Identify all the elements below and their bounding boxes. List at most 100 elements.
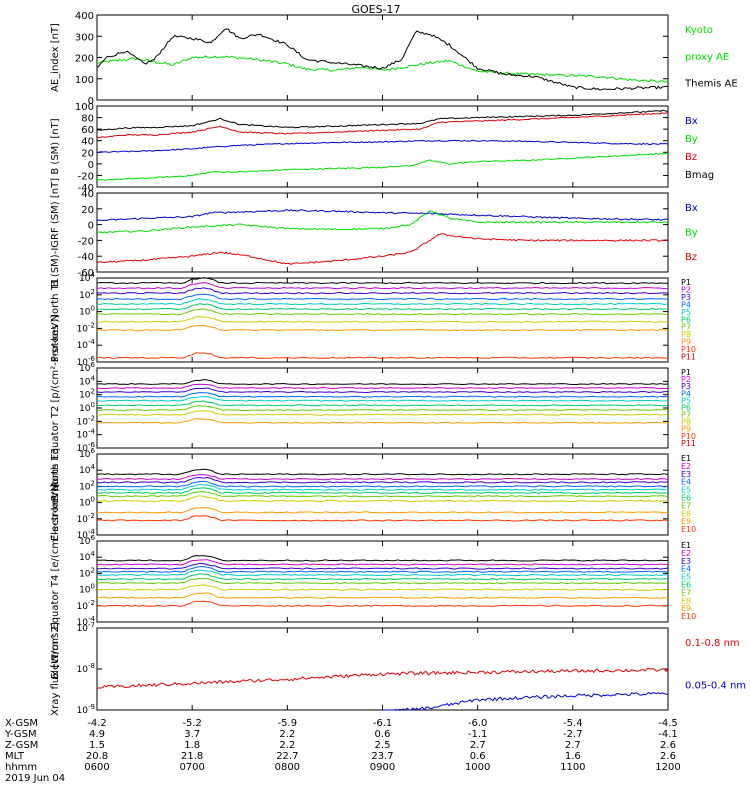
y-tick-label-pet2: 10-2 bbox=[77, 414, 95, 427]
series-line-e1 bbox=[96, 555, 669, 562]
series-line-bmag bbox=[96, 109, 669, 131]
legend-label-bigrf: By bbox=[685, 227, 698, 238]
y-tick-label-pnt1: 10-2 bbox=[77, 321, 95, 334]
ephemeris-value: 2.2 bbox=[279, 740, 295, 751]
series-line-p1 bbox=[96, 379, 669, 386]
series-line-0-1-0-8-nm bbox=[96, 667, 669, 690]
series-line-e3 bbox=[96, 562, 669, 570]
legend-e6-ent3: E6 bbox=[681, 494, 691, 503]
series-line-e7 bbox=[96, 491, 669, 498]
legend-p10-pet2: P10 bbox=[681, 432, 696, 441]
y-tick-label-xray: 10-9 bbox=[77, 703, 95, 716]
ephemeris-value: 0600 bbox=[84, 762, 109, 773]
series-group-pnt1 bbox=[96, 277, 669, 359]
series-group-bigrf bbox=[96, 209, 669, 266]
series-line-e9 bbox=[96, 507, 669, 514]
series-line-e4 bbox=[96, 566, 669, 573]
y-tick-label-bigrf: -20 bbox=[78, 236, 94, 247]
series-line-e1 bbox=[96, 468, 669, 476]
y-tick-label-ent3: 100 bbox=[79, 496, 95, 509]
legend-label-xray: 0.1-0.8 nm bbox=[685, 638, 740, 649]
legend-p4-pnt1: P4 bbox=[681, 300, 691, 309]
panel-frame-ent3 bbox=[96, 453, 669, 536]
panel-frame-eet4 bbox=[96, 540, 669, 623]
series-line-p1 bbox=[96, 277, 669, 285]
panel-frame-xray bbox=[96, 627, 669, 711]
series-line-p8 bbox=[96, 410, 669, 416]
legend-p6-pnt1: P6 bbox=[681, 315, 691, 324]
ephemeris-value: 22.7 bbox=[276, 751, 298, 762]
y-tick-label-eet4: 100 bbox=[79, 583, 95, 596]
y-tick-label-ent3: 10-2 bbox=[77, 512, 95, 525]
y-tick-label-bigrf: -40 bbox=[78, 252, 94, 263]
legend-e5-eet4: E5 bbox=[681, 573, 691, 582]
y-tick-label-ent3: 104 bbox=[79, 463, 95, 476]
y-tick-label-eet4: 10-4 bbox=[77, 615, 96, 628]
ephemeris-value: -5.9 bbox=[278, 718, 298, 729]
plot-title: GOES-17 bbox=[351, 3, 400, 16]
legend-label-bigrf: Bx bbox=[685, 203, 698, 214]
series-line-themis-ae bbox=[96, 28, 669, 91]
series-line-e10 bbox=[96, 515, 669, 522]
legend-label-xray: 0.05-0.4 nm bbox=[685, 681, 746, 692]
series-line-e8 bbox=[96, 495, 669, 503]
ephemeris-value: -1.1 bbox=[468, 729, 488, 740]
y-tick-label-bsm: 0 bbox=[88, 160, 94, 171]
legend-p4-pet2: P4 bbox=[681, 389, 691, 398]
legend-p11-pnt1: P11 bbox=[681, 353, 696, 362]
legend-e5-ent3: E5 bbox=[681, 486, 691, 495]
ephemeris-value: 23.7 bbox=[371, 751, 393, 762]
ephemeris-row-label: hhmm bbox=[5, 762, 37, 773]
ephemeris-value: 1000 bbox=[465, 762, 490, 773]
series-line-by bbox=[97, 210, 669, 234]
legend-e4-eet4: E4 bbox=[681, 565, 691, 574]
y-tick-label-eet4: 102 bbox=[79, 566, 95, 579]
ephemeris-row-label: 2019 Jun 04 bbox=[5, 773, 65, 784]
legend-label-bsm: By bbox=[685, 134, 698, 145]
series-line-p2 bbox=[96, 383, 668, 390]
legend-p7-pet2: P7 bbox=[681, 411, 691, 420]
y-axis-label-bigrf: B (SM)-IGRF (SM) [nT] bbox=[50, 178, 61, 287]
ephemeris-value: 0900 bbox=[370, 762, 395, 773]
ephemeris-value: 4.9 bbox=[89, 729, 105, 740]
legend-e7-eet4: E7 bbox=[681, 588, 691, 597]
legend-p10-pnt1: P10 bbox=[681, 345, 696, 354]
series-line-e2 bbox=[96, 559, 669, 566]
y-axis-label-ae: AE_index [nT] bbox=[50, 23, 61, 92]
legend-p8-pet2: P8 bbox=[681, 418, 691, 427]
legend-label-bigrf: Bz bbox=[685, 252, 697, 263]
ephemeris-value: 1.8 bbox=[184, 740, 200, 751]
legend-p3-pnt1: P3 bbox=[681, 293, 691, 302]
legend-e3-eet4: E3 bbox=[681, 557, 691, 566]
legend-e9-ent3: E9 bbox=[681, 517, 691, 526]
legend-p11-pet2: P11 bbox=[681, 439, 696, 448]
y-tick-label-eet4: 106 bbox=[79, 534, 95, 547]
legend-e10-ent3: E10 bbox=[681, 525, 696, 534]
legend-e8-eet4: E8 bbox=[681, 596, 691, 605]
series-line-e8 bbox=[96, 584, 669, 591]
series-line-bx bbox=[97, 139, 669, 153]
series-line-p5 bbox=[96, 396, 669, 402]
y-tick-label-ent3: 10-4 bbox=[77, 528, 96, 541]
ephemeris-value: 2.6 bbox=[660, 751, 676, 762]
series-line-p3 bbox=[96, 387, 668, 394]
legend-p1-pet2: P1 bbox=[681, 368, 691, 377]
ephemeris-value: 0.6 bbox=[375, 729, 391, 740]
series-line-p9 bbox=[96, 418, 669, 424]
ephemeris-value: 0800 bbox=[275, 762, 300, 773]
y-axis-label-bsm: B (SM) [nT] bbox=[50, 118, 61, 174]
y-tick-label-ae: 300 bbox=[75, 32, 94, 43]
series-line-p5 bbox=[96, 298, 669, 306]
legend-e9-eet4: E9 bbox=[681, 604, 691, 613]
ephemeris-row-label: Z-GSM bbox=[5, 740, 38, 751]
legend-label-ae: Themis AE bbox=[684, 79, 738, 90]
legend-e4-ent3: E4 bbox=[681, 478, 691, 487]
ephemeris-value: -6.0 bbox=[468, 718, 488, 729]
ephemeris-value: 2.7 bbox=[470, 740, 486, 751]
y-tick-label-ent3: 106 bbox=[79, 447, 95, 460]
ephemeris-value: 2.6 bbox=[660, 740, 676, 751]
y-tick-label-pet2: 10-6 bbox=[77, 441, 96, 454]
y-tick-label-bsm: -20 bbox=[78, 171, 94, 182]
legend-p6-pet2: P6 bbox=[681, 403, 691, 412]
